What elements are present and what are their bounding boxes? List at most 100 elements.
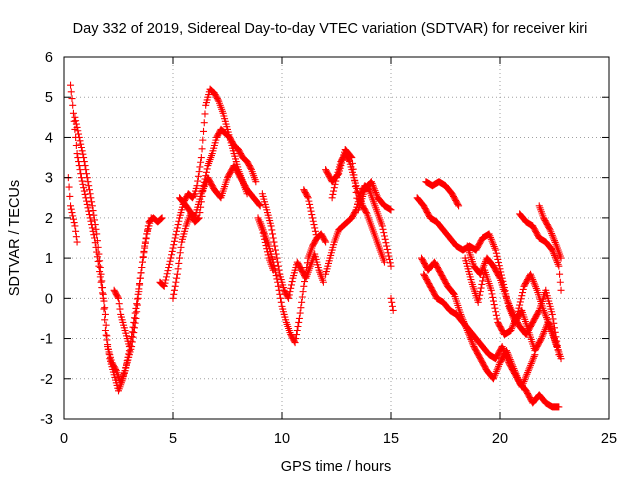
data-point <box>85 186 93 194</box>
data-point <box>162 273 170 281</box>
data-point <box>65 183 73 191</box>
data-point <box>101 327 109 335</box>
y-tick-label: -2 <box>40 372 53 388</box>
data-point <box>494 255 502 263</box>
data-point <box>169 294 177 302</box>
data-point <box>82 166 90 174</box>
data-point <box>194 172 202 180</box>
data-point <box>173 227 181 235</box>
data-point <box>172 278 180 286</box>
data-point <box>173 274 181 282</box>
data-point <box>334 171 342 179</box>
data-point <box>85 211 93 219</box>
data-point <box>124 353 132 361</box>
data-point <box>136 280 144 288</box>
data-point <box>91 216 99 224</box>
data-point <box>69 215 77 223</box>
data-point <box>519 285 527 293</box>
data-point <box>97 278 105 286</box>
data-point <box>348 159 356 167</box>
data-point <box>385 252 393 260</box>
data-point <box>555 262 563 270</box>
data-point <box>489 297 497 305</box>
data-point <box>382 239 390 247</box>
data-point <box>293 331 301 339</box>
data-point <box>273 275 281 283</box>
data-point <box>103 332 111 340</box>
data-point <box>165 263 173 271</box>
data-point <box>174 221 182 229</box>
data-point <box>490 301 498 309</box>
data-point <box>133 308 141 316</box>
data-point <box>90 231 98 239</box>
data-point <box>80 187 88 195</box>
data-point <box>555 351 563 359</box>
data-point <box>88 198 96 206</box>
data-point <box>130 314 138 322</box>
y-tick-label: 0 <box>45 291 53 307</box>
data-point <box>387 262 395 270</box>
data-point <box>71 222 79 230</box>
data-point <box>166 257 174 265</box>
data-point <box>273 254 281 262</box>
data-point <box>488 290 496 298</box>
data-point <box>309 214 317 222</box>
data-point <box>194 215 202 223</box>
data-point <box>95 250 103 258</box>
y-axis-label: SDTVAR / TECUs <box>7 180 23 296</box>
data-point <box>294 322 302 330</box>
data-point <box>190 191 198 199</box>
data-point <box>95 262 103 270</box>
data-point <box>122 363 130 371</box>
data-point <box>157 215 165 223</box>
data-point <box>252 178 260 186</box>
data-point <box>67 88 75 96</box>
data-point <box>306 200 314 208</box>
data-point <box>514 307 522 315</box>
data-point <box>384 249 392 257</box>
data-point <box>476 288 484 296</box>
data-point <box>170 241 178 249</box>
data-point <box>170 286 178 294</box>
data-point <box>386 255 394 263</box>
data-point <box>72 227 80 235</box>
data-point <box>157 215 165 223</box>
data-point <box>287 284 295 292</box>
data-point <box>381 235 389 243</box>
data-point <box>169 244 177 252</box>
data-point <box>311 227 319 235</box>
data-point <box>454 200 462 208</box>
series-track-20 <box>461 254 561 351</box>
series-track-10 <box>254 214 277 274</box>
data-point <box>548 310 556 318</box>
data-point <box>298 298 306 306</box>
data-point <box>135 285 143 293</box>
data-point <box>194 215 202 223</box>
data-point <box>88 224 96 232</box>
data-point <box>100 297 108 305</box>
data-point <box>383 242 391 250</box>
data-point <box>170 290 178 298</box>
data-point <box>378 222 386 230</box>
data-point <box>495 259 503 267</box>
data-point <box>557 355 565 363</box>
data-point <box>269 234 277 242</box>
series-track-15 <box>387 294 397 314</box>
data-point <box>130 329 138 337</box>
data-point <box>495 273 503 281</box>
data-point <box>216 193 224 201</box>
y-axis: -3 -2 -1 0 1 2 3 4 5 6 <box>40 50 609 428</box>
data-point <box>492 249 500 257</box>
data-point <box>139 253 147 261</box>
data-point <box>122 360 130 368</box>
data-point <box>352 188 360 196</box>
data-point <box>175 217 183 225</box>
x-tick-label: 10 <box>274 431 290 447</box>
data-point <box>201 110 209 118</box>
data-point <box>138 263 146 271</box>
data-point <box>349 165 357 173</box>
data-point <box>319 278 327 286</box>
data-point <box>196 163 204 171</box>
data-point <box>99 284 107 292</box>
